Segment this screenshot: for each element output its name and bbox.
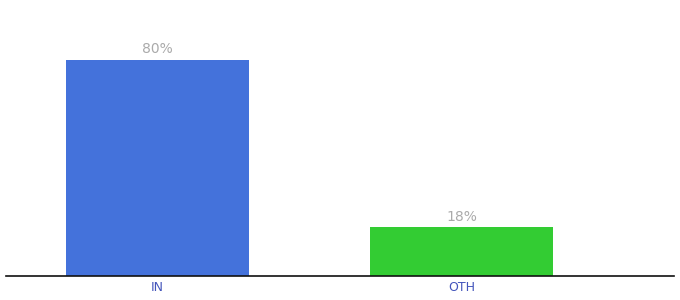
Text: 80%: 80% [142,42,173,56]
Bar [371,227,553,276]
Text: 18%: 18% [446,210,477,224]
Bar [67,60,249,276]
